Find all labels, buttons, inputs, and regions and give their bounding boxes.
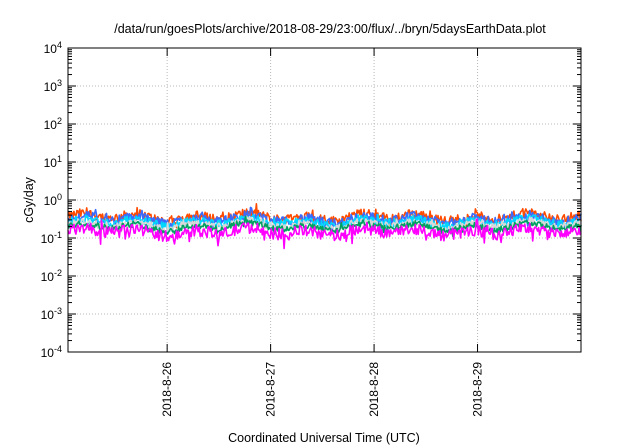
- y-tick-label: 103: [44, 78, 62, 94]
- x-tick-label: 2018-8-29: [471, 362, 485, 417]
- y-tick-label: 10-1: [41, 230, 62, 246]
- y-axis-label: cGy/day: [22, 176, 36, 223]
- y-tick-label: 101: [44, 154, 62, 170]
- x-axis: 2018-8-26 2018-8-27 2018-8-28 2018-8-29: [160, 48, 485, 417]
- series-layer: [67, 203, 582, 250]
- y-tick-label: 10-3: [41, 306, 62, 322]
- series-line: [67, 218, 582, 250]
- y-tick-label: 102: [44, 116, 62, 132]
- x-tick-label: 2018-8-26: [160, 362, 174, 417]
- chart-title: /data/run/goesPlots/archive/2018-08-29/2…: [114, 22, 546, 36]
- grid-lines: [68, 48, 581, 352]
- y-tick-label: 104: [44, 40, 62, 56]
- x-tick-label: 2018-8-28: [367, 362, 381, 417]
- y-axis: 104 103 102 101 100 10-1 10-2 10-3 10-4: [41, 40, 581, 360]
- x-axis-label: Coordinated Universal Time (UTC): [228, 431, 420, 445]
- plot-frame: [67, 47, 582, 353]
- x-tick-label: 2018-8-27: [264, 362, 278, 417]
- y-tick-label: 100: [44, 192, 62, 208]
- y-tick-label: 10-4: [41, 344, 62, 360]
- y-tick-label: 10-2: [41, 268, 62, 284]
